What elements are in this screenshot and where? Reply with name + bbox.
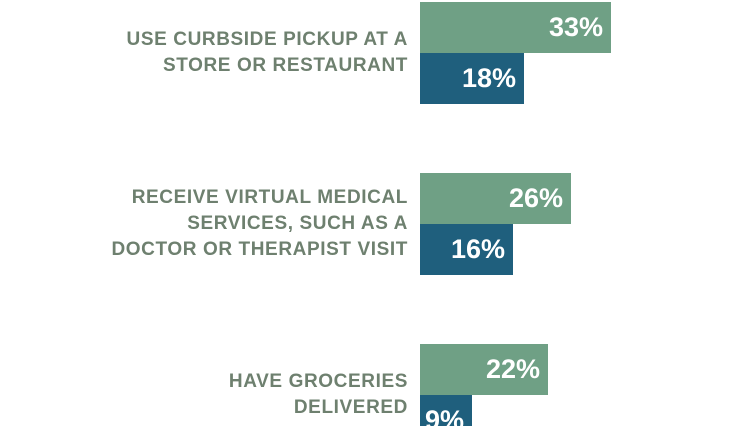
bar-secondary: 18% — [420, 53, 524, 104]
bar-primary: 26% — [420, 173, 571, 224]
bar-value-label: 26% — [508, 183, 563, 213]
category-label: HAVE GROCERIES DELIVERED — [228, 371, 408, 418]
bar-value-label: 9% — [424, 405, 464, 426]
bar-secondary: 9% — [420, 395, 472, 426]
bar-value-label: 22% — [485, 354, 540, 384]
category-label: RECEIVE VIRTUAL MEDICAL SERVICES, SUCH A… — [111, 187, 408, 260]
bar-value-label: 33% — [548, 12, 603, 42]
category-label: USE CURBSIDE PICKUP AT A STORE OR RESTAU… — [126, 29, 408, 76]
bar-primary: 33% — [420, 2, 611, 53]
bar-value-label: 18% — [461, 63, 516, 93]
bar-secondary: 16% — [420, 224, 513, 275]
bar-value-label: 16% — [450, 234, 505, 264]
bar-primary: 22% — [420, 344, 548, 395]
